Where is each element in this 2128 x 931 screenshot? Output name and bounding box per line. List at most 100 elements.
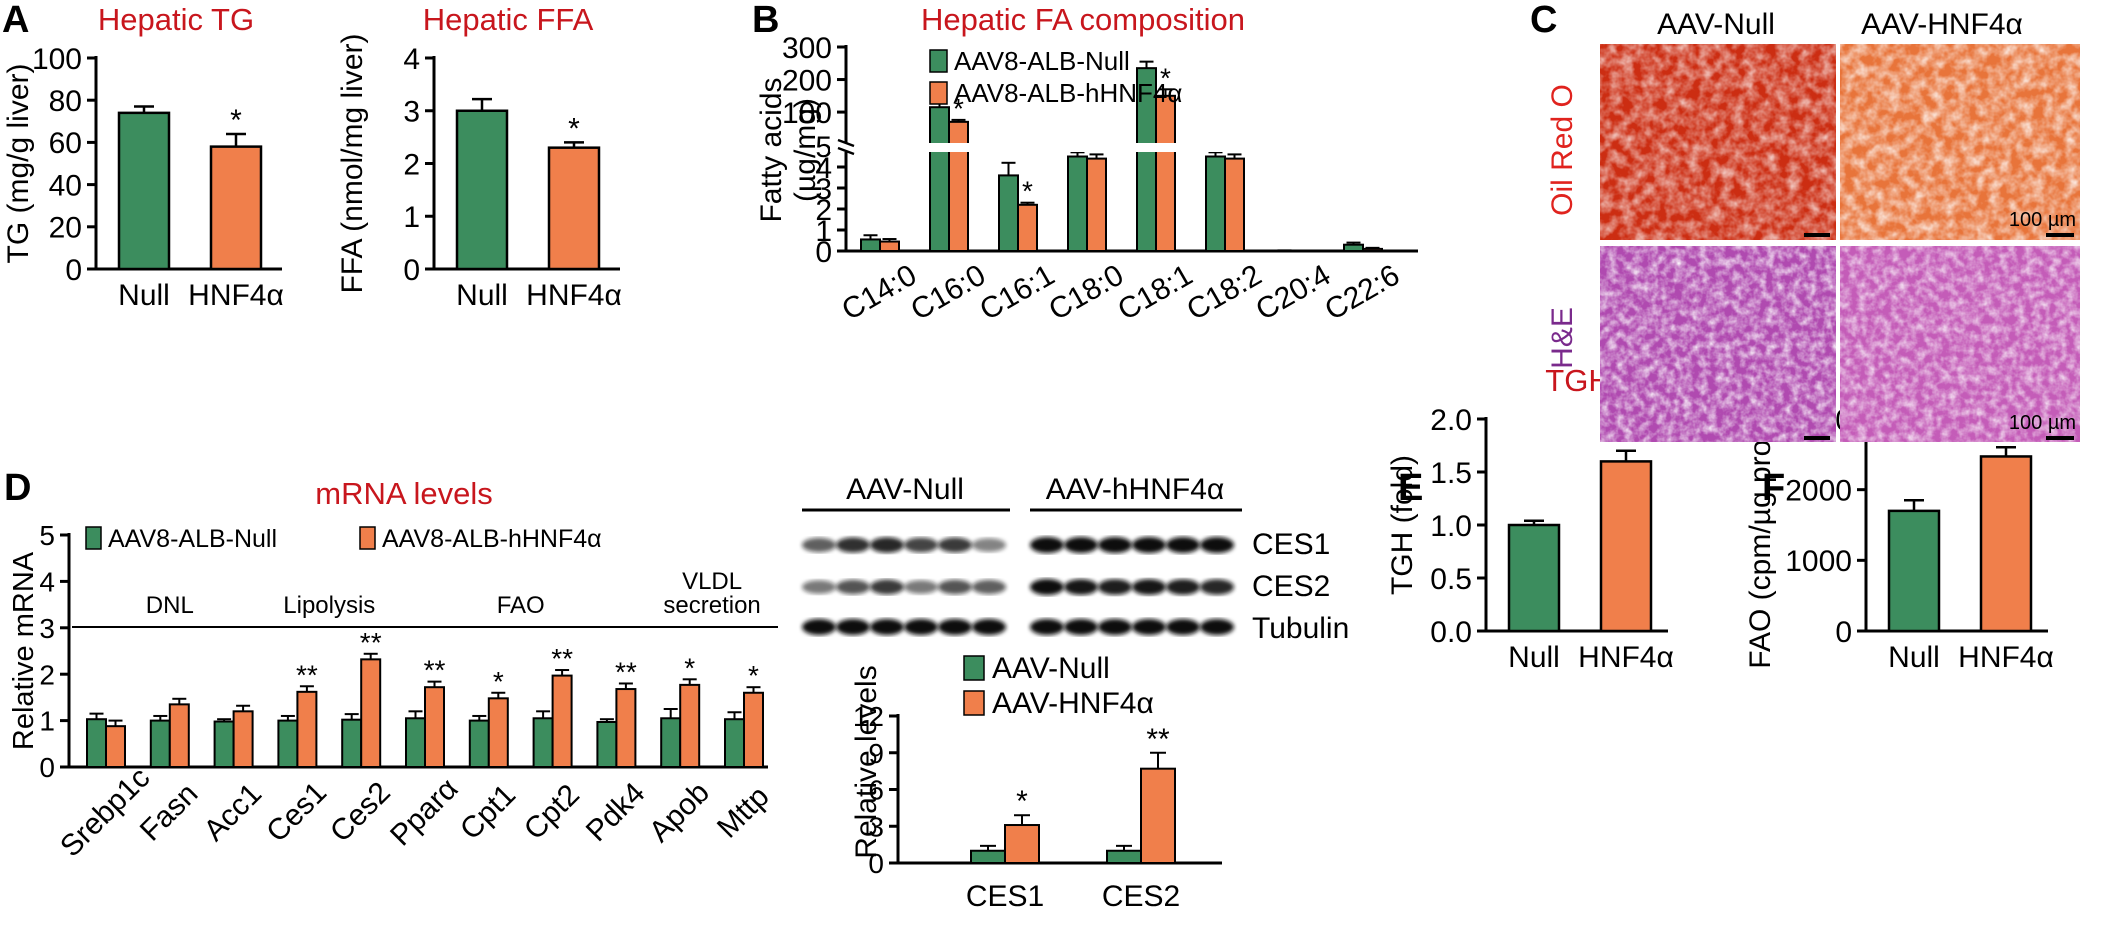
- ffa-y-tick-label: 1: [403, 201, 420, 234]
- tgh-title: TGH: [1545, 363, 1610, 398]
- ces-y-axis-label: Relative levels: [850, 665, 883, 858]
- fa-lower-y-tick-label: 4: [815, 152, 832, 185]
- ces-y-tick-label: 9: [868, 738, 884, 769]
- panel-letter-a: A: [2, 0, 29, 41]
- blot-band: [1030, 619, 1064, 635]
- mrna-bar-ppar-hnf4a: [424, 686, 445, 769]
- blot-band: [1200, 537, 1234, 553]
- tg-title: Hepatic TG: [98, 2, 254, 37]
- mrna-bar-cpt1-hnf4a: [487, 697, 509, 768]
- tgh-y-tick-label: 1.0: [1430, 510, 1472, 543]
- blot-row-label-ces1: CES1: [1252, 528, 1330, 561]
- ces-legend-label: AAV-Null: [992, 652, 1110, 685]
- scale-bar-label-top: 100 µm: [2009, 209, 2076, 231]
- blot-band: [836, 537, 870, 553]
- mrna-bar-fasn-hnf4a: [168, 703, 190, 768]
- blot-band: [1200, 619, 1234, 635]
- ces-y-tick-label: 6: [868, 775, 884, 806]
- mrna-bar-apob-hnf4a: [679, 683, 701, 769]
- ces-sig-marker: **: [1146, 723, 1170, 756]
- fa-bar-c18-1-hnf4a: [1155, 94, 1176, 253]
- panel-letter-d: D: [4, 467, 31, 509]
- mrna-x-tick-label: Cpt1: [454, 778, 522, 846]
- image-he-hnf4a: [1840, 246, 2080, 442]
- histology-row-oil-red-o: Oil Red O: [1546, 84, 1579, 216]
- fa-bar-c18-2-null: [1205, 155, 1226, 252]
- blot-band: [1098, 619, 1132, 635]
- blot-band: [938, 619, 972, 635]
- blot-band: [870, 537, 904, 553]
- blot-band: [1132, 579, 1166, 595]
- image-oilred-null: [1600, 44, 1836, 240]
- mrna-sig-marker: *: [493, 666, 504, 697]
- fa-upper-y-tick-label: 300: [782, 32, 832, 65]
- blot-band: [1098, 537, 1132, 553]
- ces-bar-ces1-hnf4a: [1004, 824, 1040, 865]
- mrna-group-label: DNL: [146, 592, 194, 619]
- mrna-group-label: secretion: [663, 592, 760, 619]
- blot-band: [1200, 579, 1234, 595]
- ces-bar-ces2-hnf4a: [1140, 767, 1176, 864]
- blot-band: [1098, 579, 1132, 595]
- blot-band: [870, 579, 904, 595]
- mrna-legend-swatch: [359, 526, 376, 550]
- mrna-title: mRNA levels: [315, 476, 492, 511]
- fa-bar-c18-0-hnf4a: [1086, 157, 1107, 253]
- blot-band: [1064, 537, 1098, 553]
- fa-upper-y-tick-label: 100: [782, 97, 832, 130]
- fa-break-mark: [837, 138, 855, 148]
- fa-axis-break: [830, 143, 1430, 152]
- blot-bands: [802, 537, 1234, 635]
- fa-break-mark: [837, 146, 855, 156]
- fa-lower-y-tick-label: 2: [815, 194, 832, 227]
- blot-band: [836, 579, 870, 595]
- mrna-x-tick-label: Apob: [643, 776, 716, 849]
- tgh-y-axis-label: TGH (fold): [1386, 455, 1419, 595]
- fa-legend-swatch: [929, 49, 948, 73]
- blot-row-label-ces2: CES2: [1252, 570, 1330, 603]
- tg-sig-marker: *: [230, 104, 242, 137]
- mrna-legend-swatch: [85, 526, 102, 550]
- fa-legend-label: AAV8-ALB-hHNF4α: [954, 78, 1182, 108]
- tg-y-tick-label: 40: [49, 169, 82, 202]
- mrna-bar-mttp-null: [724, 718, 745, 769]
- panel-letter-c: C: [1530, 0, 1557, 41]
- fa-y-axis-unit: (µg/mg): [789, 98, 822, 202]
- ffa-y-tick-label: 3: [403, 96, 420, 129]
- chart-hepatic-tg: Hepatic TG TG (mg/g liver) 0 20 40 60 80 100 Nul…: [2, 2, 284, 312]
- mrna-x-tick-label: Srebp1c: [54, 761, 156, 863]
- blot-band: [802, 580, 836, 594]
- tgh-bar-null: [1507, 523, 1561, 633]
- tg-y-tick-label: 60: [49, 127, 82, 160]
- fa-sig-marker: *: [1160, 62, 1171, 93]
- fa-x-tick-label: C16:0: [905, 258, 991, 327]
- panel-letter-e: E: [1398, 467, 1423, 509]
- fa-bar-c16-1-null: [998, 174, 1019, 252]
- blot-band: [1166, 579, 1200, 595]
- fa-lower-y-tick-label: 3: [815, 173, 832, 206]
- tgh-bar-hnf4: [1599, 460, 1653, 633]
- blot-band: [938, 537, 972, 553]
- ffa-sig-marker: *: [568, 112, 580, 145]
- blot-band: [904, 537, 938, 553]
- scale-bar-label-bottom: 100 µm: [2009, 412, 2076, 434]
- mrna-x-tick-label: Acc1: [198, 777, 269, 848]
- mrna-sig-marker: *: [684, 652, 695, 683]
- blot-band: [972, 619, 1006, 635]
- tg-y-tick-label: 0: [65, 254, 82, 287]
- fa-lower-y-tick-label: 0: [815, 236, 832, 269]
- tgh-y-tick-label: 0.5: [1430, 563, 1472, 596]
- mrna-y-axis-label: Relative mRNA: [8, 551, 40, 750]
- mrna-group-label: FAO: [497, 592, 545, 619]
- panel-letter-f: F: [1762, 467, 1785, 509]
- blot-band: [1064, 619, 1098, 635]
- mrna-legend-label: AAV8-ALB-hHNF4α: [382, 525, 602, 553]
- histology-row-he: H&E: [1546, 307, 1579, 369]
- panel-letter-b: B: [752, 0, 779, 41]
- blot-band: [1166, 619, 1200, 635]
- mrna-sig-marker: **: [424, 655, 446, 686]
- fa-x-tick-label: C18:1: [1112, 258, 1198, 327]
